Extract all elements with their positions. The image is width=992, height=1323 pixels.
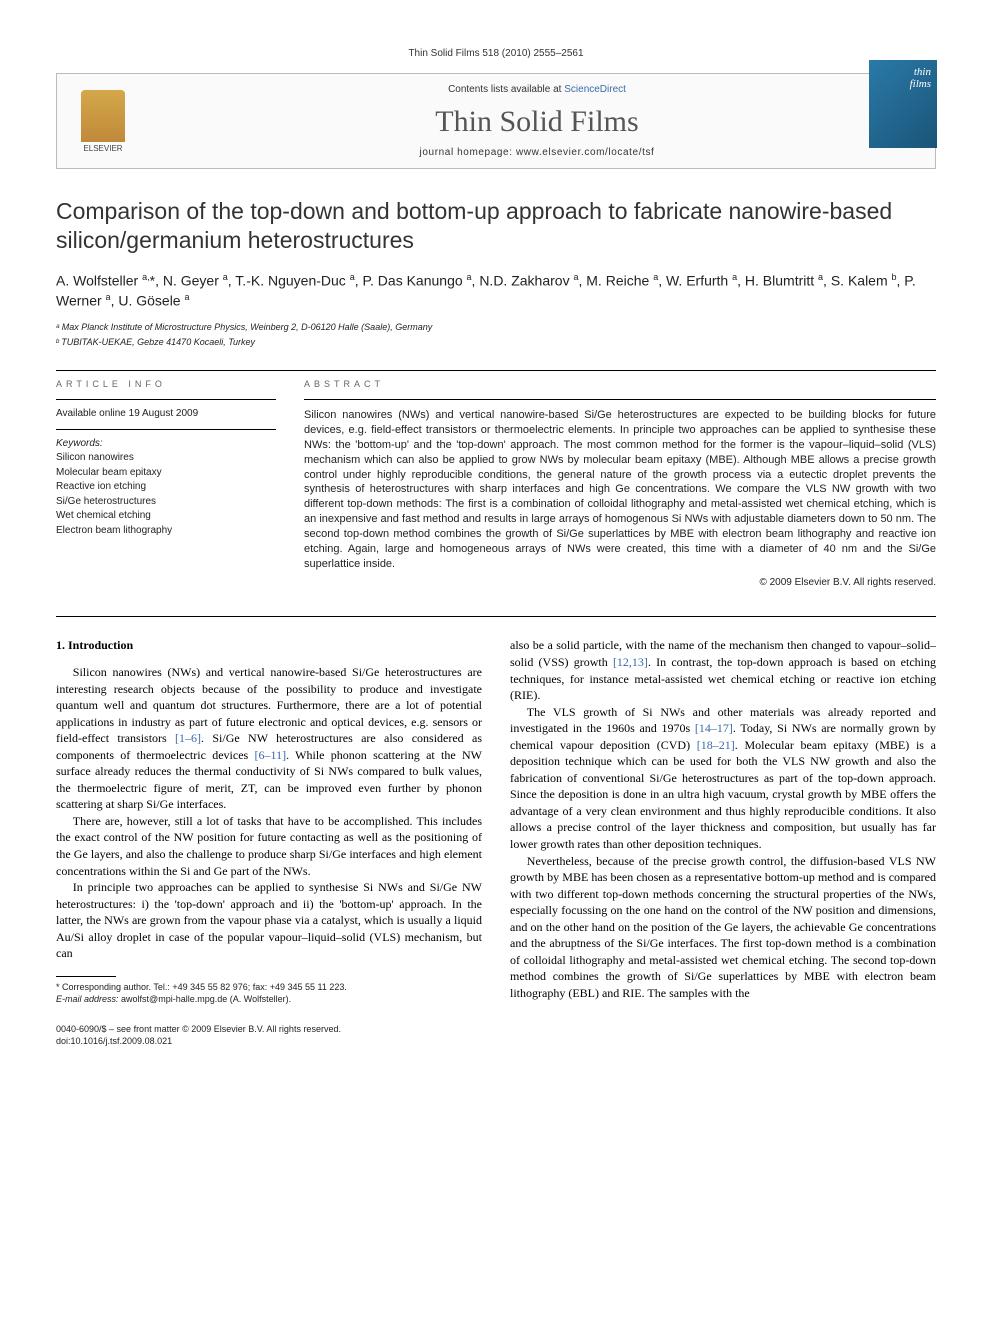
email-address[interactable]: awolfst@mpi-halle.mpg.de: [121, 994, 227, 1004]
body-columns: 1. Introduction Silicon nanowires (NWs) …: [56, 637, 936, 1005]
email-who: (A. Wolfsteller).: [230, 994, 291, 1004]
affiliation-a: ᵃ Max Planck Institute of Microstructure…: [56, 321, 936, 334]
intro-p5: The VLS growth of Si NWs and other mater…: [510, 704, 936, 853]
sciencedirect-link[interactable]: ScienceDirect: [564, 84, 626, 95]
abstract-text: Silicon nanowires (NWs) and vertical nan…: [304, 408, 936, 571]
contents-line: Contents lists available at ScienceDirec…: [151, 84, 923, 95]
cover-text-1: thin: [914, 66, 931, 78]
corr-email-line: E-mail address: awolfst@mpi-halle.mpg.de…: [56, 993, 482, 1005]
publisher-center: Contents lists available at ScienceDirec…: [151, 84, 923, 158]
info-abstract-row: ARTICLE INFO Available online 19 August …: [56, 371, 936, 588]
elsevier-tree-icon: [81, 90, 125, 142]
intro-p4: also be a solid particle, with the name …: [510, 637, 936, 703]
keyword: Si/Ge heterostructures: [56, 495, 276, 510]
intro-p2: There are, however, still a lot of tasks…: [56, 813, 482, 879]
elsevier-logo-text: ELSEVIER: [83, 144, 122, 153]
footnote-separator: [56, 976, 116, 977]
elsevier-logo: ELSEVIER: [69, 82, 137, 160]
abstract-copyright: © 2009 Elsevier B.V. All rights reserved…: [304, 577, 936, 588]
journal-homepage: journal homepage: www.elsevier.com/locat…: [151, 147, 923, 158]
body-column-left: 1. Introduction Silicon nanowires (NWs) …: [56, 637, 482, 1005]
footer-left: 0040-6090/$ – see front matter © 2009 El…: [56, 1023, 341, 1047]
page: Thin Solid Films 518 (2010) 2555–2561 EL…: [0, 0, 992, 1095]
available-online: Available online 19 August 2009: [56, 408, 276, 419]
affiliation-b: ᵇ TUBITAK-UEKAE, Gebze 41470 Kocaeli, Tu…: [56, 336, 936, 349]
keywords-label: Keywords:: [56, 438, 276, 449]
article-title: Comparison of the top-down and bottom-up…: [56, 197, 936, 255]
abstract-column: ABSTRACT Silicon nanowires (NWs) and ver…: [304, 371, 936, 588]
keyword: Reactive ion etching: [56, 480, 276, 495]
keyword: Silicon nanowires: [56, 451, 276, 466]
article-info-column: ARTICLE INFO Available online 19 August …: [56, 371, 276, 588]
issn-line: 0040-6090/$ – see front matter © 2009 El…: [56, 1023, 341, 1035]
journal-cover-thumbnail: thin films: [869, 60, 937, 148]
info-divider-1: [56, 399, 276, 400]
intro-p3: In principle two approaches can be appli…: [56, 879, 482, 962]
keyword: Electron beam lithography: [56, 524, 276, 539]
homepage-url[interactable]: www.elsevier.com/locate/tsf: [516, 147, 654, 158]
email-label: E-mail address:: [56, 994, 119, 1004]
divider-bottom: [56, 616, 936, 617]
publisher-box: ELSEVIER Contents lists available at Sci…: [56, 73, 936, 169]
intro-p6: Nevertheless, because of the precise gro…: [510, 853, 936, 1002]
corresponding-author-footnote: * Corresponding author. Tel.: +49 345 55…: [56, 981, 482, 1005]
keyword: Wet chemical etching: [56, 509, 276, 524]
contents-prefix: Contents lists available at: [448, 84, 564, 95]
cover-text-2: films: [910, 78, 931, 90]
affiliations: ᵃ Max Planck Institute of Microstructure…: [56, 321, 936, 348]
keywords-list: Silicon nanowires Molecular beam epitaxy…: [56, 451, 276, 538]
info-divider-2: [56, 429, 276, 430]
page-footer: 0040-6090/$ – see front matter © 2009 El…: [56, 1023, 936, 1047]
abstract-label: ABSTRACT: [304, 379, 936, 389]
body-column-right: also be a solid particle, with the name …: [510, 637, 936, 1005]
abstract-divider: [304, 399, 936, 400]
homepage-label: journal homepage:: [420, 147, 516, 158]
doi-line: doi:10.1016/j.tsf.2009.08.021: [56, 1035, 341, 1047]
corr-author-line: * Corresponding author. Tel.: +49 345 55…: [56, 981, 482, 993]
intro-p1: Silicon nanowires (NWs) and vertical nan…: [56, 664, 482, 813]
running-header: Thin Solid Films 518 (2010) 2555–2561: [56, 48, 936, 59]
article-info-label: ARTICLE INFO: [56, 379, 276, 389]
journal-name: Thin Solid Films: [151, 105, 923, 139]
intro-heading: 1. Introduction: [56, 637, 482, 654]
keyword: Molecular beam epitaxy: [56, 466, 276, 481]
authors: A. Wolfsteller a,*, N. Geyer a, T.-K. Ng…: [56, 271, 936, 312]
